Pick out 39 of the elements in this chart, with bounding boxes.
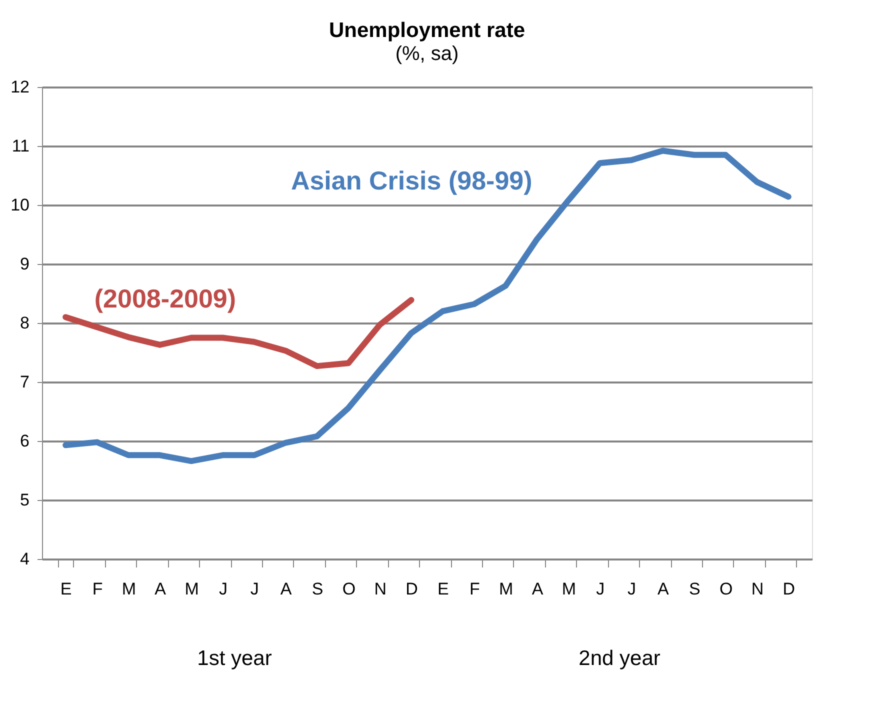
- x-tick-label: M: [122, 580, 136, 598]
- y-tick-label: 7: [20, 372, 30, 392]
- series-label: Asian Crisis (98-99): [290, 165, 532, 196]
- x-tick-label: J: [628, 580, 636, 598]
- x-tick-label: D: [782, 580, 796, 598]
- y-tick-label: 8: [20, 314, 30, 332]
- text: 2nd year: [578, 647, 660, 670]
- x-tick-label: E: [60, 580, 72, 598]
- y-tick-label: 12: [10, 78, 30, 96]
- x-tick-label: A: [280, 580, 292, 598]
- x-tick-label: N: [751, 580, 764, 598]
- y-tick-label: 9: [20, 254, 30, 274]
- x-tick-label: J: [218, 580, 228, 598]
- x-tick-label: O: [342, 580, 356, 598]
- x-tick-label: D: [406, 580, 418, 598]
- x-tick-label: S: [312, 580, 324, 598]
- series-label: (2008-2009): [94, 283, 236, 314]
- x-tick-label: A: [154, 580, 167, 598]
- y-tick-label: 6: [20, 432, 30, 450]
- x-tick-label: A: [532, 580, 544, 598]
- x-tick-label: M: [184, 580, 199, 598]
- x-tick-label: F: [469, 580, 480, 598]
- x-tick-label: F: [92, 580, 103, 598]
- x-tick-label: E: [438, 580, 449, 598]
- x-tick-label: J: [250, 580, 259, 598]
- y-tick-label: 4: [20, 550, 30, 568]
- chart-subtitle: (%, sa): [395, 43, 459, 65]
- y-tick-label: 10: [10, 196, 30, 214]
- text: 1st year: [197, 647, 272, 670]
- x-tick-label: A: [658, 580, 670, 598]
- chart-title: Unemployment rate: [328, 19, 526, 42]
- x-tick-label: J: [596, 580, 605, 598]
- x-tick-label: N: [374, 580, 386, 598]
- x-tick-label: S: [688, 580, 700, 598]
- x-tick-label: O: [719, 580, 733, 598]
- x-tick-label: M: [562, 580, 576, 598]
- y-tick-label: 5: [20, 490, 30, 510]
- y-tick-label: 11: [12, 136, 30, 156]
- x-tick-label: M: [498, 580, 514, 598]
